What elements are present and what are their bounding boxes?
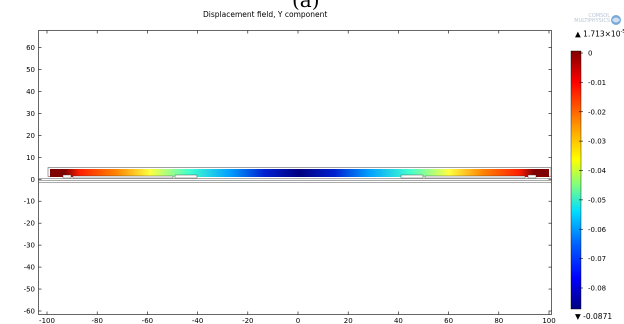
x-tick-label: 20 [344, 317, 353, 324]
y-tick-label: -10 [24, 198, 35, 206]
x-tick-label: -100 [39, 317, 55, 324]
comsol-logo: COMSOL MULTIPHYSICS [566, 14, 622, 28]
plot-title: Displacement field, Y component [203, 10, 328, 19]
y-tick-label: 40 [26, 88, 35, 96]
y-tick-label: 50 [26, 66, 35, 74]
x-tick-label: -40 [192, 317, 203, 324]
colorbar-max-label: ▲ 1.713×10-5 [575, 29, 624, 39]
comsol-logo-icon [611, 15, 621, 25]
colorbar-tick-label: -0.01 [588, 79, 606, 87]
colorbar-tick-label: 0 [588, 50, 592, 58]
y-tick-label: -40 [24, 264, 35, 272]
substrate [38, 178, 552, 183]
max-value: 1.713×10 [583, 29, 621, 39]
colorbar-min-label: ▼ -0.0871 [575, 312, 612, 321]
colorbar-tick-label: -0.05 [588, 196, 606, 204]
y-tick-label: -50 [24, 286, 35, 294]
colorbar-tick-label: -0.04 [588, 167, 607, 175]
colorbar-ticks: 0 -0.01 -0.02 -0.03 -0.04 -0.05 -0.06 -0.07 -0.0… [579, 50, 607, 293]
y-axis-ticks: 60 50 40 30 20 10 0 -10 -20 -30 -40 -50 -60 [24, 44, 552, 316]
x-tick-label: 60 [444, 317, 453, 324]
y-tick-label: 0 [31, 176, 35, 184]
y-tick-label: -60 [24, 308, 35, 316]
min-value: -0.0871 [583, 312, 613, 321]
y-tick-label: 20 [26, 132, 35, 140]
logo-line1: COMSOL [588, 13, 610, 19]
x-tick-label: -60 [142, 317, 153, 324]
colorbar-tick-label: -0.03 [588, 138, 606, 146]
y-tick-label: 30 [26, 110, 35, 118]
x-tick-label: 0 [296, 317, 300, 324]
y-tick-label: 10 [26, 154, 35, 162]
x-tick-label: 100 [542, 317, 555, 324]
x-tick-label: 40 [394, 317, 403, 324]
colorbar-tick-label: -0.06 [588, 226, 607, 234]
colorbar [570, 50, 582, 310]
electrodes [62, 174, 537, 179]
x-tick-label: -80 [91, 317, 102, 324]
logo-text: COMSOL MULTIPHYSICS [566, 14, 610, 24]
colorbar-tick-label: -0.08 [588, 285, 606, 293]
y-tick-label: -30 [24, 242, 35, 250]
max-exponent: -5 [620, 29, 624, 35]
max-marker: ▲ [575, 29, 581, 39]
y-tick-label: -20 [24, 220, 35, 228]
colorbar-tick-label: -0.02 [588, 108, 606, 116]
x-tick-label: 80 [494, 317, 503, 324]
min-marker: ▼ [575, 312, 581, 321]
logo-line2: MULTIPHYSICS [574, 18, 610, 24]
colorbar-tick-label: -0.07 [588, 255, 606, 263]
axes-frame [38, 30, 552, 315]
y-tick-label: 60 [26, 44, 35, 52]
deformed-beam [50, 169, 549, 177]
figure-label: (a) [292, 0, 320, 12]
x-tick-label: -20 [242, 317, 253, 324]
x-axis-ticks: -100 -80 -60 -40 -20 0 20 40 60 80 100 [39, 30, 556, 324]
